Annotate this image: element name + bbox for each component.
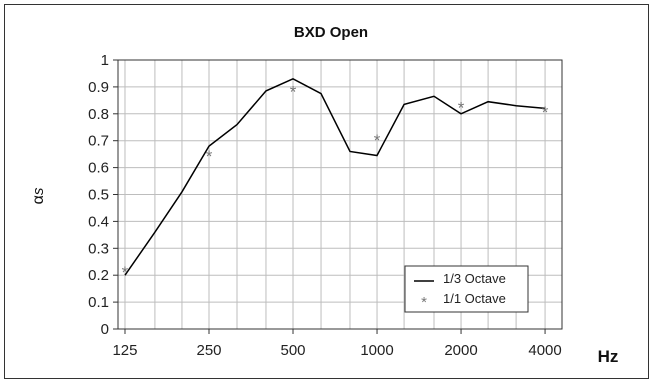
y-tick-label: 1 [101,52,109,69]
y-tick-label: 0.6 [88,160,109,177]
x-tick-label: 250 [196,342,221,359]
y-tick-label: 0 [101,321,109,338]
y-tick-label: 0.3 [88,240,109,257]
legend-marker-swatch: * [421,294,427,311]
y-tick-label: 0.8 [88,106,109,123]
y-tick-label: 0.9 [88,79,109,96]
series-marker-1-1-octave: * [542,103,549,122]
y-tick-label: 0.4 [88,213,109,230]
series-marker-1-1-octave: * [206,147,213,166]
plot-area-border [117,59,563,330]
legend-label-1-1-octave: 1/1 Octave [443,291,506,306]
x-tick-label: 2000 [444,342,477,359]
x-tick-label: 4000 [528,342,561,359]
x-axis-label: Hz [598,347,619,366]
tick-labels: 0 0.1 0.2 0.3 0.4 0.5 0.6 0.7 0.8 0.9 1 125 250 500 10… [88,52,562,359]
series-marker-1-1-octave: * [458,99,465,118]
y-tick-label: 0.5 [88,187,109,204]
y-axis-label-subscript: s [30,187,47,195]
x-tick-label: 125 [112,342,137,359]
y-tick-label: 0.7 [88,133,109,150]
axes [113,59,563,334]
y-tick-label: 0.1 [88,294,109,311]
y-axis-label-group: αs [30,187,47,204]
chart-frame [4,4,649,379]
y-axis-label: αs [30,187,47,204]
legend-box [404,265,529,313]
series-line-1-3-octave [124,77,546,276]
series-marker-1-1-octave: * [122,263,129,282]
legend: 1/3 Octave * 1/1 Octave [404,265,529,313]
legend-label-1-3-octave: 1/3 Octave [443,271,506,286]
y-tick-label: 0.2 [88,267,109,284]
x-tick-label: 1000 [360,342,393,359]
x-tick-label: 500 [280,342,305,359]
chart-title: BXD Open [294,24,368,41]
series-marker-1-1-octave: * [290,83,297,102]
y-axis-label-alpha: α [30,195,47,204]
series-group: * * * * * * [122,77,549,282]
series-marker-1-1-octave: * [374,131,381,150]
